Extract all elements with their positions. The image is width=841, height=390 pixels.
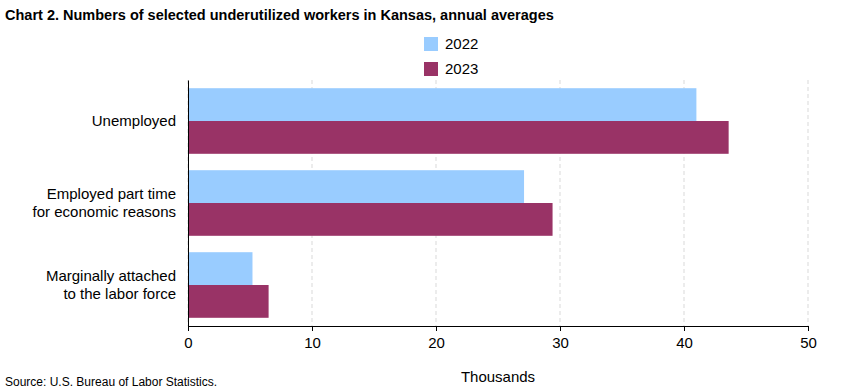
tick-label: 0 xyxy=(184,334,192,351)
axis-line xyxy=(189,327,809,332)
legend-swatch xyxy=(424,62,438,76)
grid-line xyxy=(808,80,809,326)
tick: 20 xyxy=(428,326,445,351)
tick-mark xyxy=(436,326,437,331)
grid xyxy=(188,80,808,326)
tick: 40 xyxy=(676,326,693,351)
x-axis: 0 10 20 30 40 50 xyxy=(184,326,817,351)
tick-mark xyxy=(560,326,561,331)
legend-label: 2023 xyxy=(445,60,478,77)
tick-label: Marginally attachedto the labor force xyxy=(46,267,176,302)
source: Source: U.S. Bureau of Labor Statistics. xyxy=(5,375,217,389)
bar xyxy=(188,170,524,203)
tick-label: 10 xyxy=(304,334,321,351)
bar xyxy=(188,285,269,318)
tick-label-line: Marginally attached xyxy=(46,267,176,284)
y-axis: Unemployed Employed part timefor economic… xyxy=(33,81,189,327)
title: Chart 2. Numbers of selected underutiliz… xyxy=(5,7,554,23)
chart: Chart 2. Numbers of selected underutiliz… xyxy=(0,0,841,390)
bar xyxy=(188,203,553,236)
legend-label: 2022 xyxy=(445,35,478,52)
bar xyxy=(188,252,252,285)
tick-label: 20 xyxy=(428,334,445,351)
tick: 50 xyxy=(800,326,817,351)
tick-mark xyxy=(188,326,189,331)
bar xyxy=(188,88,696,121)
tick-label-line: for economic reasons xyxy=(33,203,176,220)
legend-item: 2023 xyxy=(424,60,478,77)
tick-mark xyxy=(808,326,809,331)
legend-item: 2022 xyxy=(424,35,478,52)
legend-swatch xyxy=(424,37,438,51)
tick-label: Unemployed xyxy=(92,112,176,129)
tick: Employed part timefor economic reasons xyxy=(33,185,188,220)
bar xyxy=(188,121,729,154)
tick-label: 30 xyxy=(552,334,569,351)
axis-title: Thousands xyxy=(461,368,535,385)
series xyxy=(188,88,696,285)
series xyxy=(188,121,729,318)
tick-label-line: Employed part time xyxy=(47,185,176,202)
tick-label-line: to the labor force xyxy=(63,285,176,302)
tick: Unemployed xyxy=(92,112,188,129)
legend: 2022 2023 xyxy=(424,35,478,77)
tick: 30 xyxy=(552,326,569,351)
tick-label: 50 xyxy=(800,334,817,351)
tick-mark xyxy=(684,326,685,331)
plot: 0 10 20 30 40 50 Unemployed Employed part timef… xyxy=(33,80,817,351)
tick-label: 40 xyxy=(676,334,693,351)
tick-mark xyxy=(312,326,313,331)
tick-label-line: Unemployed xyxy=(92,112,176,129)
axis-line xyxy=(188,81,189,327)
tick: Marginally attachedto the labor force xyxy=(46,267,188,302)
tick: 10 xyxy=(304,326,321,351)
bars xyxy=(188,88,729,318)
tick-label: Employed part timefor economic reasons xyxy=(33,185,176,220)
grid-line xyxy=(188,80,189,326)
tick: 0 xyxy=(184,326,192,351)
